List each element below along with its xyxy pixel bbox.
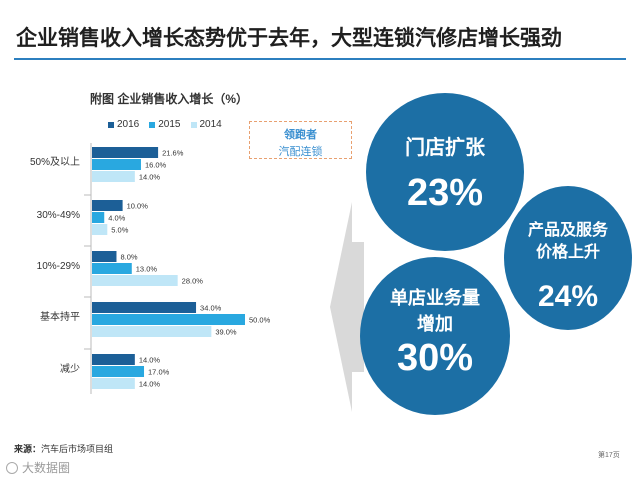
legend-item-2014: 2014 [190, 119, 222, 130]
data-label-2015-2: 13.0% [136, 265, 158, 274]
bar-2014-3 [92, 326, 212, 337]
bar-2016-1 [92, 200, 123, 211]
bar-2014-1 [92, 224, 108, 235]
category-label-3: 基本持平 [40, 310, 80, 323]
data-label-2015-1: 4.0% [108, 214, 125, 223]
circle-price-rise: 产品及服务 价格上升 24% [504, 186, 632, 330]
circle-store-expansion-value: 23% [406, 172, 484, 214]
circle-store-volume-label-line2: 增加 [417, 314, 453, 334]
circle-store-volume-label: 单店业务量 增加 [360, 285, 510, 337]
data-label-2014-3: 39.0% [215, 328, 237, 337]
data-label-2014-4: 14.0% [139, 380, 161, 389]
category-label-0: 50%及以上 [30, 156, 80, 168]
category-label-1: 30%-49% [37, 210, 80, 221]
watermark: 大数据圈 [6, 459, 70, 476]
source-text: 汽车后市场项目组 [41, 444, 114, 454]
data-label-2015-3: 50.0% [249, 316, 271, 325]
circle-store-expansion-label: 门店扩张 [405, 137, 485, 159]
data-label-2016-2: 8.0% [120, 253, 137, 262]
circle-price-rise-label-line2: 价格上升 [535, 244, 600, 261]
legend-item-2015: 2015 [149, 119, 181, 130]
legend-item-2016: 2016 [108, 119, 139, 130]
callout-subtitle: 汽配连锁 [278, 146, 323, 158]
legend-swatch-2014 [190, 121, 197, 128]
circle-price-rise-label-line1: 产品及服务 [527, 222, 608, 239]
circle-store-expansion: 门店扩张 23% [366, 93, 524, 251]
bar-2014-2 [92, 275, 178, 286]
bar-2015-1 [92, 212, 105, 223]
circle-store-volume-value: 30% [396, 337, 474, 379]
data-label-2014-2: 28.0% [182, 277, 204, 286]
circle-store-volume: 单店业务量 增加 30% [360, 257, 510, 415]
legend-label-2014: 2014 [199, 119, 222, 130]
source-note: 来源：汽车后市场项目组 [14, 442, 113, 455]
bar-2014-4 [92, 378, 135, 389]
data-label-2015-0: 16.0% [145, 161, 167, 170]
source-label: 来源： [14, 444, 42, 454]
bar-2016-2 [92, 251, 117, 262]
category-label-4: 减少 [60, 363, 80, 375]
watermark-logo-icon [6, 461, 18, 474]
bar-2016-3 [92, 302, 197, 313]
bar-2016-4 [92, 354, 135, 365]
page-title: 企业销售收入增长态势优于去年，大型连锁汽修店增长强劲 [16, 27, 562, 50]
circle-price-rise-value: 24% [537, 280, 599, 313]
legend-label-2015: 2015 [158, 119, 181, 130]
data-label-2014-1: 5.0% [111, 226, 128, 235]
bar-2016-0 [92, 147, 159, 158]
bar-2014-0 [92, 171, 135, 182]
data-label-2016-4: 14.0% [139, 356, 161, 365]
bar-2015-4 [92, 366, 145, 377]
left-arrow-icon [330, 202, 364, 412]
data-label-2016-1: 10.0% [127, 202, 149, 211]
bar-2015-2 [92, 263, 132, 274]
bar-chart: 50%及以上 21.6% 16.0% 14.0% 30%-49% 10.0%4.0% 5.0… [30, 143, 271, 394]
data-label-2014-0: 14.0% [139, 173, 161, 182]
legend-swatch-2015 [149, 121, 156, 128]
legend-label-2016: 2016 [117, 119, 140, 130]
category-label-2: 10%-29% [37, 261, 80, 272]
watermark-text: 大数据圈 [22, 461, 71, 475]
callout-title: 领跑者 [284, 129, 317, 141]
chart-legend: 2016 2015 2014 [108, 119, 222, 130]
title-underline [14, 58, 626, 60]
leader-callout: 领跑者 汽配连锁 [249, 121, 352, 159]
data-label-2016-0: 21.6% [162, 149, 184, 158]
chart-title: 附图 企业销售收入增长（%） [90, 92, 249, 106]
data-label-2015-4: 17.0% [148, 368, 170, 377]
legend-swatch-2016 [108, 121, 114, 128]
bar-2015-3 [92, 314, 245, 325]
circle-price-rise-label: 产品及服务 价格上升 [504, 220, 632, 264]
data-label-2016-3: 34.0% [200, 304, 222, 313]
page-number: 第17页 [598, 452, 620, 459]
circle-store-volume-label-line1: 单店业务量 [390, 288, 480, 308]
bar-2015-0 [92, 159, 141, 170]
